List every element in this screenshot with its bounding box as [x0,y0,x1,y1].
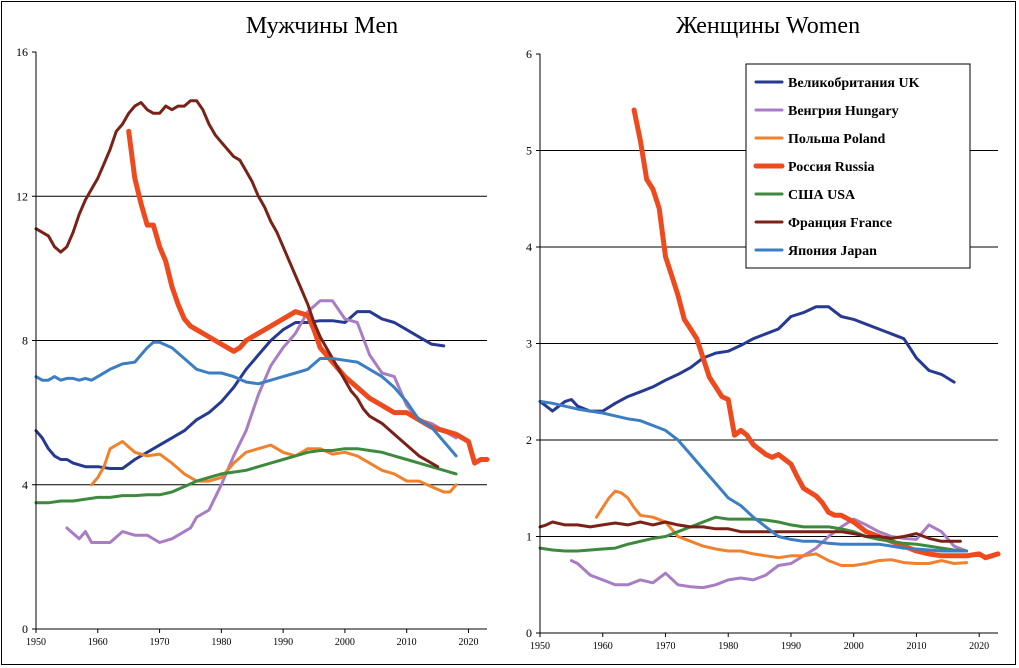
series-line-women-6 [538,399,969,553]
x-tick-label-men: 1990 [273,637,293,648]
x-tick-label-men: 2010 [397,637,417,648]
legend-label-3: Россия Russia [788,160,874,175]
y-tick-label-women: 6 [526,47,532,61]
series-layer-men [34,99,490,544]
series-line-men-6 [34,340,458,458]
y-tick-label-men: 12 [16,189,28,203]
x-tick-label-women: 1970 [655,641,675,652]
x-ticks-women: 1950 1960 1970 1980 1990 2000 2010 2020 [530,633,989,652]
series-line-men-2 [90,440,458,494]
x-tick-label-women: 2010 [906,641,926,652]
x-tick-label-women: 1960 [593,641,613,652]
series-line-men-0 [34,310,446,470]
x-tick-label-men: 2000 [335,637,355,648]
legend: Великобритания UK Венгрия Hungary Польша P… [745,63,971,269]
x-tick-label-women: 1980 [718,641,738,652]
x-tick-label-men: 2020 [458,637,478,648]
legend-label-6: Япония Japan [788,244,877,259]
y-ticks-men: 0 4 8 12 16 [16,45,36,636]
y-ticks-women: 0 1 2 3 4 5 6 [526,47,540,640]
legend-label-4: США USA [788,188,856,203]
x-ticks-men: 1950 1960 1970 1980 1990 2000 2010 2020 [26,629,478,648]
y-tick-label-men: 8 [22,334,28,348]
x-tick-label-women: 1990 [781,641,801,652]
x-tick-label-men: 1970 [150,637,170,648]
y-tick-label-women: 0 [526,626,532,640]
y-tick-label-women: 1 [526,530,532,544]
y-tick-label-women: 4 [526,240,532,254]
x-tick-label-men: 1960 [88,637,108,648]
legend-label-2: Польша Poland [788,132,886,147]
y-tick-label-women: 2 [526,433,532,447]
x-tick-label-women: 2000 [844,641,864,652]
y-tick-label-men: 16 [16,45,28,59]
series-line-men-5 [34,99,440,469]
x-tick-label-men: 1950 [26,637,46,648]
grid-men [36,195,487,486]
legend-label-0: Великобритания UK [788,76,920,91]
series-line-men-4 [34,447,458,505]
series-line-women-5 [538,520,962,543]
series-line-women-0 [538,305,956,413]
series-line-men-1 [65,299,458,544]
series-line-women-3 [631,107,1001,561]
y-tick-label-women: 5 [526,144,532,158]
series-line-women-4 [538,515,969,553]
x-tick-label-women: 1950 [530,641,550,652]
legend-label-1: Венгрия Hungary [788,104,899,119]
x-tick-label-women: 2020 [969,641,989,652]
x-tick-label-men: 1980 [211,637,231,648]
series-line-women-2 [595,489,969,567]
chart-title-men: Мужчины Men [246,13,398,39]
series-line-men-3 [126,128,490,466]
series-layer-women [538,107,1001,590]
chart-title-women: Женщины Women [676,13,860,39]
y-tick-label-women: 3 [526,337,532,351]
chart-men: Мужчины Men 0 4 8 12 16 1950 1960 1970 1980 1990… [16,13,490,648]
y-tick-label-men: 0 [22,622,28,636]
legend-label-5: Франция France [788,216,892,231]
y-tick-label-men: 4 [22,478,28,492]
